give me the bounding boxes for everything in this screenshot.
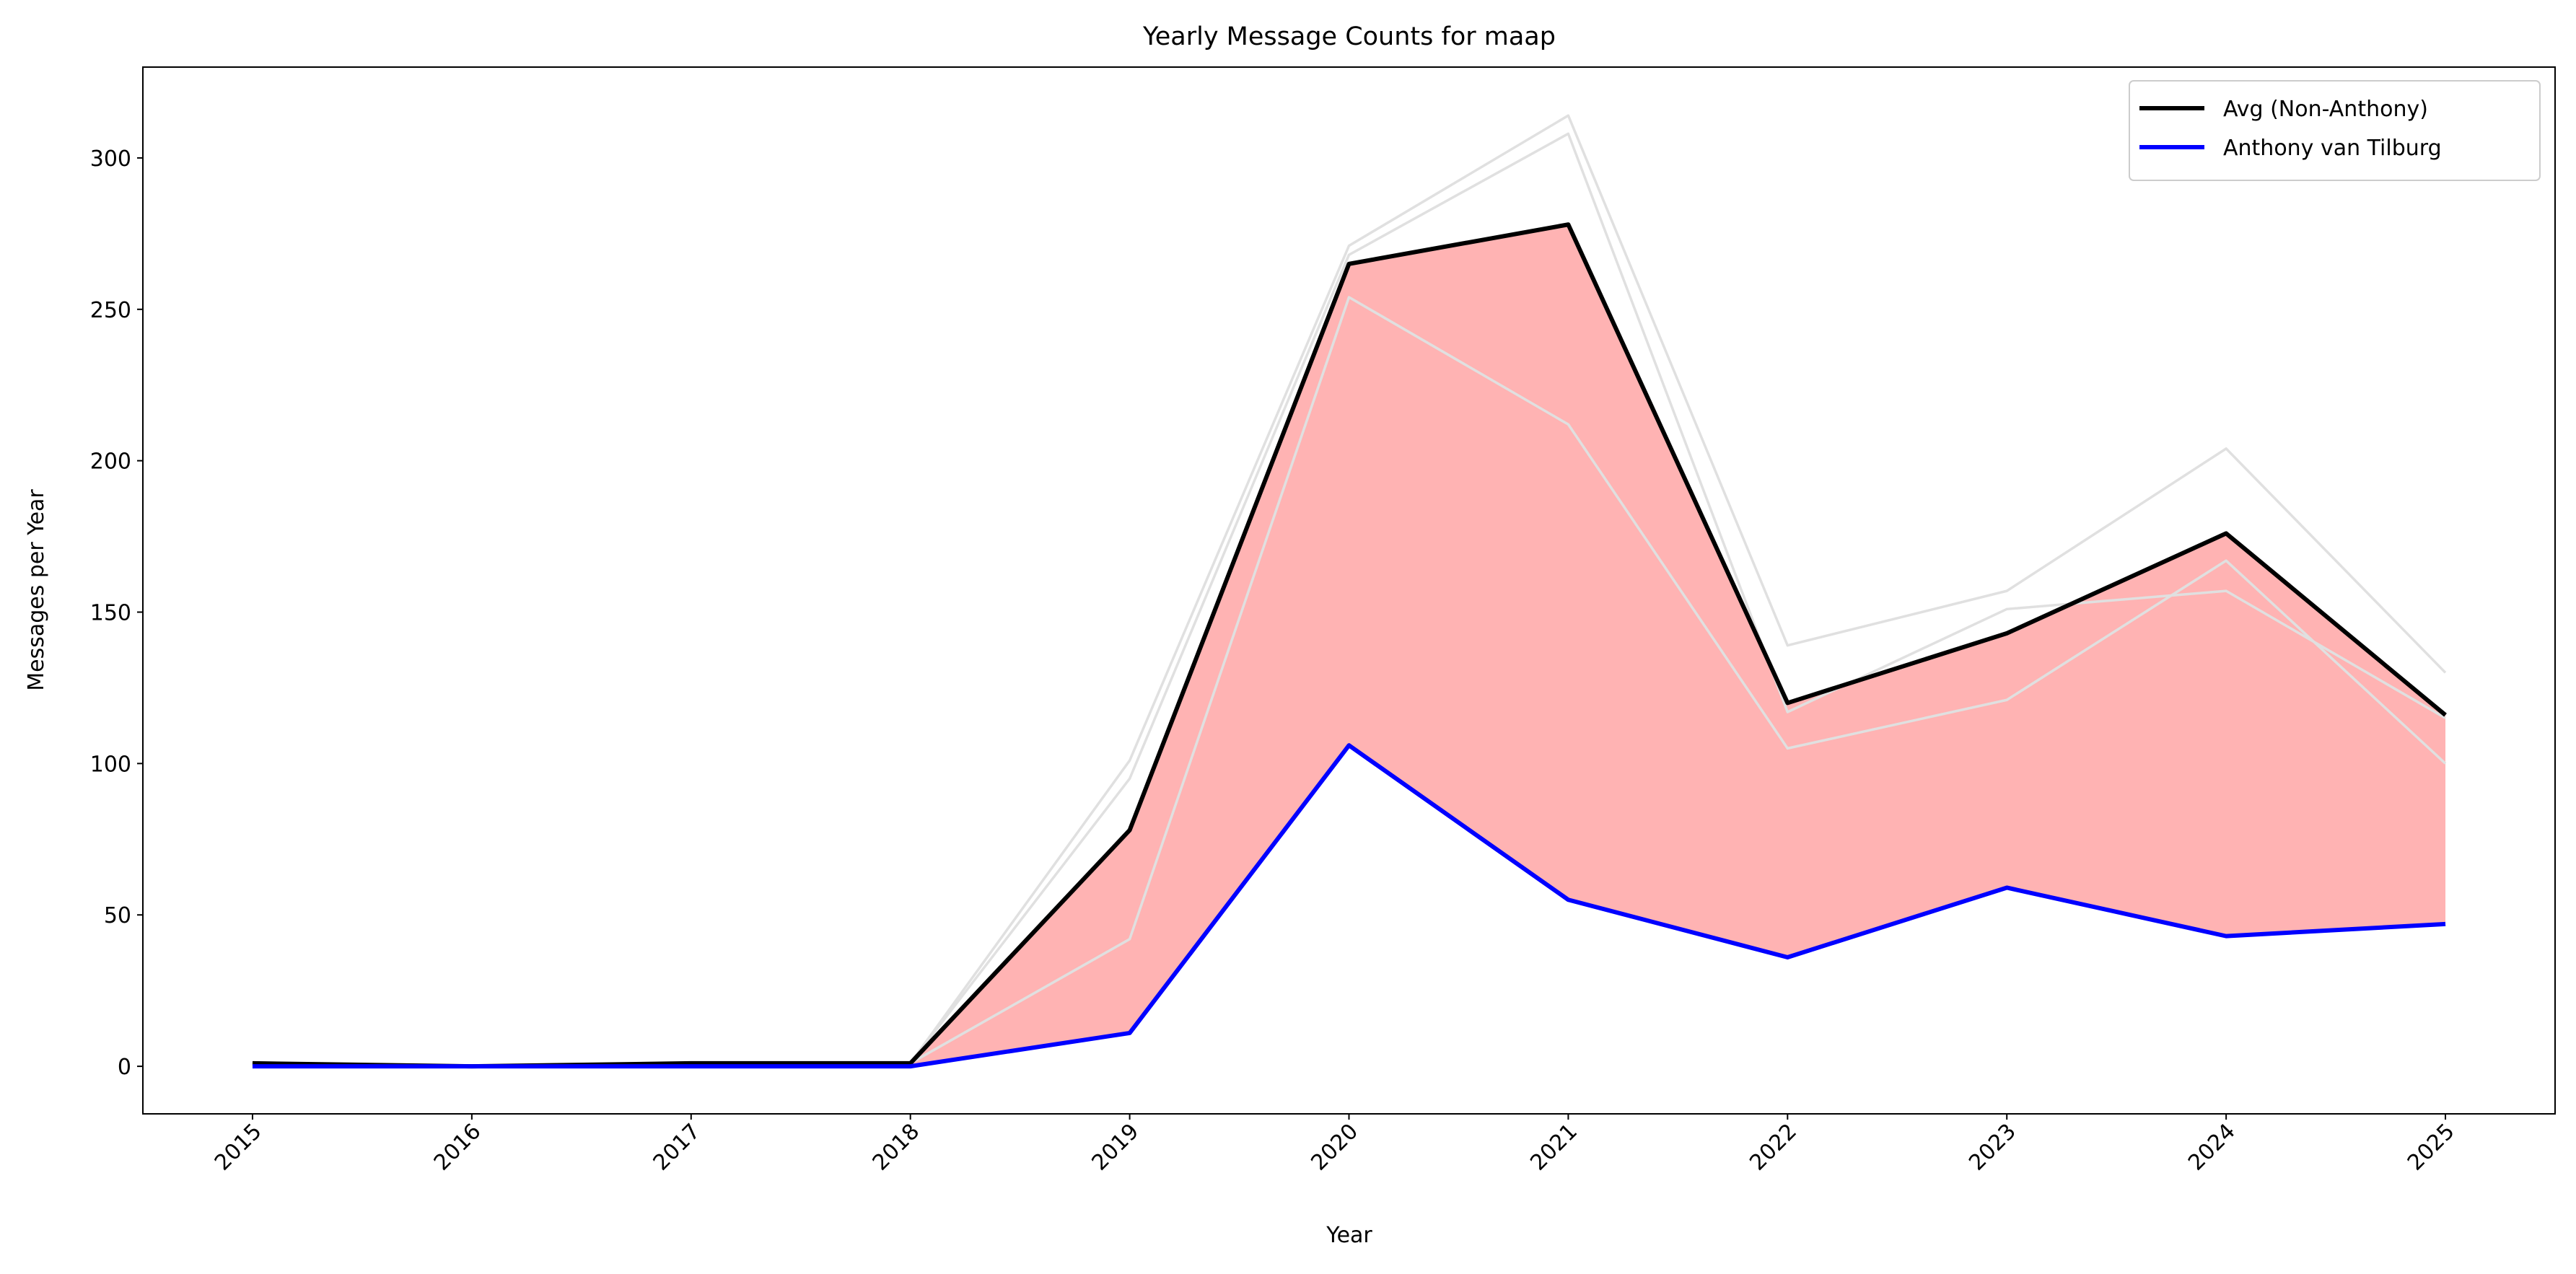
y-tick-label: 200 <box>90 449 131 475</box>
y-axis-label: Messages per Year <box>24 489 49 691</box>
chart-title: Yearly Message Counts for maap <box>1142 22 1556 51</box>
legend-box <box>2129 80 2541 181</box>
series-line <box>252 743 2446 1069</box>
y-tick-label: 0 <box>118 1055 131 1080</box>
y-tick-label: 250 <box>90 298 131 323</box>
y-tick-label: 100 <box>90 752 131 777</box>
y-tick-label: 300 <box>90 146 131 172</box>
plot-frame <box>142 66 2556 1115</box>
legend-label: Anthony van Tilburg <box>2223 136 2442 161</box>
legend-label: Avg (Non-Anthony) <box>2223 97 2428 122</box>
y-tick-label: 150 <box>90 601 131 626</box>
y-tick-label: 50 <box>104 903 131 928</box>
x-axis-label: Year <box>1326 1223 1372 1248</box>
fill-between <box>252 224 2446 1067</box>
